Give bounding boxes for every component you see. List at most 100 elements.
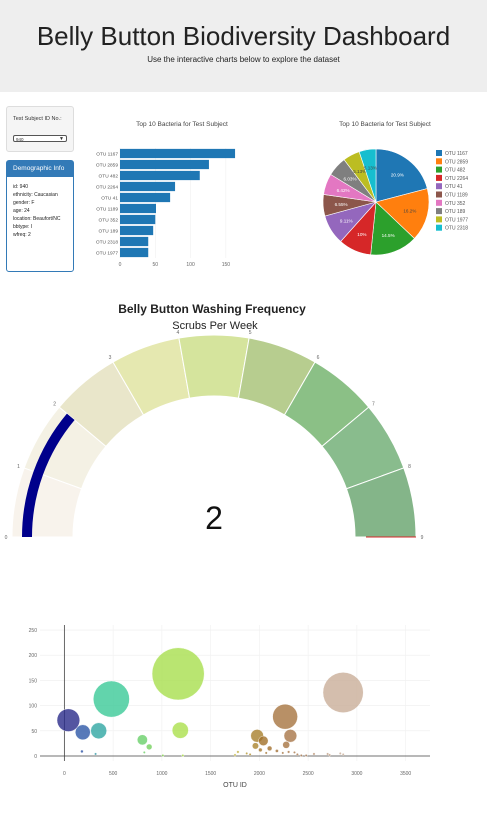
bubble-mark (338, 752, 342, 755)
bubble-mark (80, 749, 84, 754)
pie-slice-label: 10% (357, 232, 366, 237)
bar-category-label: OTU 1167 (96, 151, 118, 157)
bar-x-tick-label: 50 (153, 262, 159, 268)
pie-slice-label: 20.9% (391, 172, 404, 177)
bubble-mark (161, 754, 165, 757)
bubble-mark (322, 672, 364, 713)
pie-legend-label: OTU 1977 (445, 217, 468, 223)
gauge-title: Belly Button Washing Frequency (118, 302, 306, 316)
bubble-mark (146, 743, 153, 750)
subject-selector-panel: Test Subject ID No.: 940 ▼ (6, 106, 74, 152)
bubble-mark (272, 703, 298, 730)
pie-legend-swatch (436, 150, 442, 156)
bar-x-tick-label: 150 (222, 262, 231, 268)
bubble-mark (304, 754, 308, 757)
bubble-x-tick-label: 3500 (400, 771, 411, 777)
gauge-value-label: 2 (205, 500, 223, 536)
demographic-info-title: Demographic Info (7, 161, 73, 177)
bubble-mark (236, 750, 240, 754)
pie-slice-label: 5.13% (353, 169, 366, 174)
gauge-tick-label: 5 (249, 330, 252, 336)
demo-row-location: location: Beaufort/NC (13, 216, 61, 222)
bubble-mark (283, 729, 297, 743)
chevron-down-icon: ▼ (59, 136, 64, 142)
bubble-x-axis-title: OTU ID (223, 782, 247, 789)
bar-x-tick-label: 100 (186, 262, 195, 268)
bubble-x-tick-label: 2500 (303, 771, 314, 777)
bar-chart-title: Top 10 Bacteria for Test Subject (136, 121, 228, 128)
bubble-mark (293, 751, 296, 754)
top10-pie-chart[interactable]: Top 10 Bacteria for Test Subject 20.9% 16.… (312, 112, 482, 272)
demo-row-age: age: 24 (13, 208, 30, 214)
pie-slice (375, 148, 428, 203)
gauge-tick-label: 9 (421, 535, 424, 541)
bar-mark (120, 159, 209, 170)
bubble-mark (181, 754, 185, 757)
bar-category-label: OTU 1189 (96, 206, 118, 212)
pie-legend-swatch (436, 191, 442, 198)
bubble-mark (94, 752, 97, 756)
bubble-mark (299, 754, 303, 757)
pie-slice (375, 188, 430, 239)
pie-legend-label: OTU 2318 (445, 226, 468, 232)
pie-slice-label: 6.55% (335, 202, 348, 207)
pie-legend-swatch (436, 158, 442, 165)
pie-slice-label: 14.5% (382, 233, 395, 238)
pie-legend-swatch (436, 216, 442, 223)
bar-category-label: OTU 189 (99, 228, 119, 234)
bubble-y-tick-label: 250 (29, 628, 38, 634)
gauge-tick-label: 1 (17, 464, 20, 470)
demo-row-id: id: 940 (13, 184, 29, 190)
pie-slice-label: 6.03% (344, 177, 357, 182)
pie-slice-label: 16.2% (403, 209, 416, 214)
bubble-mark (287, 750, 291, 754)
bubble-y-tick-label: 150 (29, 678, 38, 684)
bubble-x-tick-label: 1500 (205, 771, 216, 777)
bubble-mark (248, 753, 252, 756)
bubble-x-tick-label: 3000 (351, 771, 362, 777)
bubble-mark (252, 742, 259, 750)
bubble-mark (275, 749, 279, 753)
demo-row-bbtype: bbtype: I (13, 224, 33, 230)
header-banner: Belly Button Biodiversity Dashboard Use … (0, 0, 487, 92)
top10-bar-chart[interactable]: Top 10 Bacteria for Test Subject 0 50 100 15… (85, 112, 245, 272)
page-title: Belly Button Biodiversity Dashboard (36, 21, 451, 51)
bubble-mark (56, 708, 80, 732)
bar-mark (120, 247, 149, 258)
bubble-mark (171, 721, 189, 739)
pie-legend-swatch (436, 174, 442, 181)
pie-legend-label: OTU 189 (445, 209, 466, 215)
gauge-tick-label: 7 (372, 401, 375, 407)
pie-legend-swatch (436, 183, 442, 190)
subject-id-value: 940 (16, 137, 24, 142)
wash-frequency-gauge[interactable]: Belly Button Washing Frequency Scrubs Per… (0, 295, 487, 545)
bubble-mark (264, 751, 268, 755)
bubble-mark (312, 752, 316, 756)
bubble-mark (295, 753, 299, 756)
bar-mark (120, 225, 154, 236)
bubble-mark (93, 680, 130, 718)
pie-slice-label: 6.42% (337, 188, 350, 193)
bubble-mark (258, 735, 269, 746)
pie-legend-swatch (436, 199, 442, 206)
pie-legend-swatch (436, 224, 442, 231)
bubble-mark (137, 734, 148, 746)
subject-selector-label: Test Subject ID No.: (13, 116, 62, 122)
bubble-x-tick-label: 2000 (254, 771, 265, 777)
bar-mark (120, 236, 149, 247)
bubble-mark (233, 753, 237, 757)
bar-x-tick-label: 0 (119, 262, 122, 268)
gauge-tick-label: 0 (5, 535, 8, 541)
bar-category-label: OTU 352 (99, 217, 119, 223)
bubble-mark (281, 751, 285, 755)
bubble-y-tick-label: 200 (29, 653, 38, 659)
subject-id-select[interactable]: 940 ▼ (13, 135, 67, 142)
gauge-value-bar (22, 413, 75, 538)
bubble-mark (258, 747, 263, 753)
bubble-x-tick-label: 1000 (156, 771, 167, 777)
bar-mark (120, 192, 171, 203)
bubble-mark (151, 647, 205, 701)
pie-legend-label: OTU 482 (445, 168, 466, 174)
pie-legend-label: OTU 1167 (445, 151, 468, 157)
